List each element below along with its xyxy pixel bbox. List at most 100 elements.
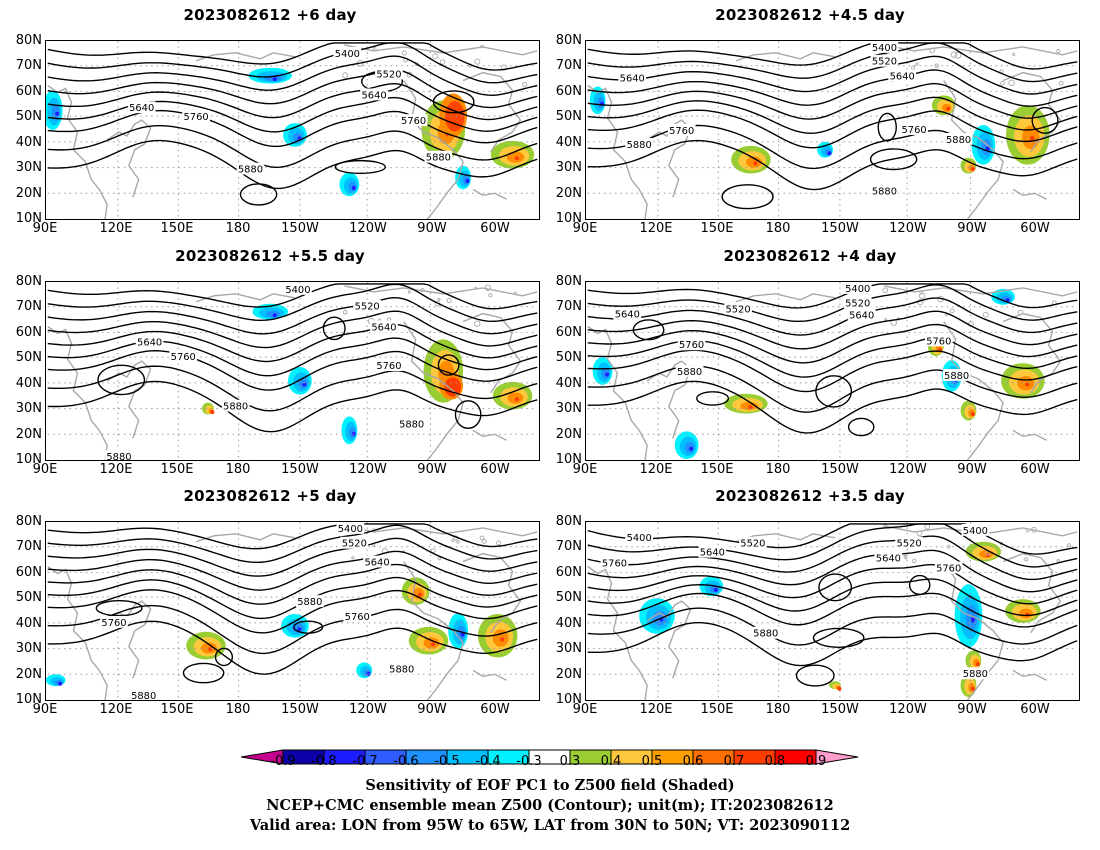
latitude-tick-label: 60N bbox=[15, 565, 42, 580]
contour-label: 5520 bbox=[342, 539, 367, 550]
island-outline bbox=[904, 556, 908, 560]
contour-label-background bbox=[698, 545, 727, 558]
island-outline bbox=[474, 286, 478, 290]
longitude-tick-label: 150W bbox=[281, 462, 319, 477]
contour-label: 5880 bbox=[627, 140, 652, 151]
coastline bbox=[47, 325, 108, 460]
contour-label: 5760 bbox=[401, 116, 426, 127]
z500-contour-line bbox=[587, 323, 1078, 364]
contour-label: 5520 bbox=[355, 302, 380, 313]
contour-label-background bbox=[105, 450, 133, 460]
sensitivity-shading bbox=[297, 627, 302, 632]
z500-contour-line bbox=[587, 349, 1078, 393]
panel-title: 2023082612 +3.5 day bbox=[715, 487, 905, 505]
island-outline bbox=[912, 558, 917, 564]
contour-label: 5880 bbox=[426, 153, 451, 164]
longitude-tick-label: 60W bbox=[1020, 462, 1050, 477]
contour-label-background bbox=[961, 523, 990, 536]
longitude-tick-label: 90W bbox=[417, 462, 447, 477]
longitude-tick-label: 90W bbox=[417, 702, 447, 717]
latitude-tick-label: 10N bbox=[555, 692, 582, 707]
z500-closed-contour bbox=[869, 148, 918, 171]
sensitivity-shading bbox=[970, 167, 975, 172]
latitude-tick-label: 30N bbox=[555, 401, 582, 416]
sensitivity-shading bbox=[1030, 135, 1035, 142]
contour-label: 5880 bbox=[944, 371, 969, 382]
island-outline bbox=[949, 308, 955, 314]
contour-label-background bbox=[360, 88, 388, 101]
coastline bbox=[1012, 429, 1047, 441]
contour-label: 5880 bbox=[131, 691, 156, 700]
z500-contour-line bbox=[47, 83, 538, 121]
contour-label-background bbox=[888, 69, 917, 82]
sensitivity-shading bbox=[1025, 382, 1030, 387]
z500-contour-line bbox=[587, 592, 1078, 628]
contour-label: 5400 bbox=[872, 43, 897, 54]
longitude-tick-label: 90E bbox=[572, 702, 598, 717]
contour-label: 5400 bbox=[285, 285, 310, 296]
contour-label-background bbox=[961, 667, 990, 680]
longitude-tick-label: 150W bbox=[821, 221, 859, 236]
contour-label: 5880 bbox=[389, 664, 414, 675]
island-outline bbox=[1058, 80, 1064, 86]
latitude-tick-label: 60N bbox=[555, 565, 582, 580]
longitude-tick-label: 120W bbox=[349, 462, 387, 477]
latitude-tick-label: 50N bbox=[555, 350, 582, 365]
colorbar-tick-label: -0.8 bbox=[311, 754, 337, 769]
coastline bbox=[1002, 71, 1062, 153]
contour-label: 5640 bbox=[700, 548, 725, 559]
z500-contour-line bbox=[587, 523, 1078, 555]
longitude-tick-label: 180 bbox=[225, 462, 251, 477]
z500-closed-contour bbox=[818, 573, 853, 602]
z500-contour-line bbox=[587, 607, 1078, 646]
contour-label: 5880 bbox=[399, 419, 424, 430]
sensitivity-shading bbox=[55, 111, 60, 116]
colorbar-tick-label: -0.7 bbox=[352, 754, 378, 769]
latitude-tick-label: 20N bbox=[555, 427, 582, 442]
contour-label: 5400 bbox=[845, 284, 870, 295]
colorbar-tick-label: -0.5 bbox=[434, 754, 460, 769]
longitude-tick-label: 120W bbox=[349, 702, 387, 717]
contour-label: 5400 bbox=[335, 49, 360, 60]
latitude-tick-label: 80N bbox=[15, 274, 42, 289]
coastline bbox=[472, 429, 507, 441]
contour-label-background bbox=[343, 610, 372, 622]
z500-contour-line bbox=[47, 139, 538, 190]
panel-title: 2023082612 +6 day bbox=[183, 6, 357, 24]
longitude-tick-label: 180 bbox=[765, 702, 791, 717]
longitude-tick-label: 90E bbox=[32, 702, 58, 717]
contour-label-background bbox=[870, 41, 899, 53]
contour-label: 5880 bbox=[872, 186, 897, 197]
latitude-tick-label: 20N bbox=[15, 667, 42, 682]
coastline bbox=[587, 565, 648, 700]
contour-label: 5640 bbox=[890, 72, 915, 83]
island-outline bbox=[481, 538, 487, 544]
sensitivity-shading bbox=[946, 106, 951, 111]
latitude-tick-label: 50N bbox=[555, 109, 582, 124]
island-outline bbox=[437, 556, 442, 561]
longitude-tick-label: 150E bbox=[160, 221, 194, 236]
z500-closed-contour bbox=[334, 159, 386, 175]
map-plot: 5400 5520 5640 5760 5760 5880 5880 5880 bbox=[46, 522, 538, 700]
longitude-tick-label: 150W bbox=[821, 702, 859, 717]
z500-contour-line bbox=[47, 550, 538, 591]
z500-contour-line bbox=[587, 139, 1078, 191]
panel-title: 2023082612 +4 day bbox=[723, 247, 897, 265]
contour-label-background bbox=[600, 556, 629, 569]
sensitivity-shading bbox=[514, 156, 520, 161]
map-panel-p6: 2023082612 +6 day 5400 5520 5640 5640 5760 576… bbox=[0, 0, 540, 240]
contour-label: 5400 bbox=[963, 526, 988, 537]
coastline bbox=[195, 293, 296, 303]
longitude-tick-label: 150E bbox=[700, 462, 734, 477]
latitude-tick-label: 30N bbox=[555, 641, 582, 656]
longitude-tick-label: 120E bbox=[639, 462, 673, 477]
island-outline bbox=[420, 288, 425, 293]
island-outline bbox=[500, 64, 508, 71]
contour-label-background bbox=[874, 551, 903, 564]
longitude-tick-label: 90W bbox=[957, 702, 987, 717]
contour-label: 5760 bbox=[602, 559, 627, 570]
latitude-tick-label: 80N bbox=[555, 33, 582, 48]
latitude-tick-label: 60N bbox=[15, 84, 42, 99]
contour-label-background bbox=[843, 296, 872, 309]
island-outline bbox=[513, 291, 518, 296]
